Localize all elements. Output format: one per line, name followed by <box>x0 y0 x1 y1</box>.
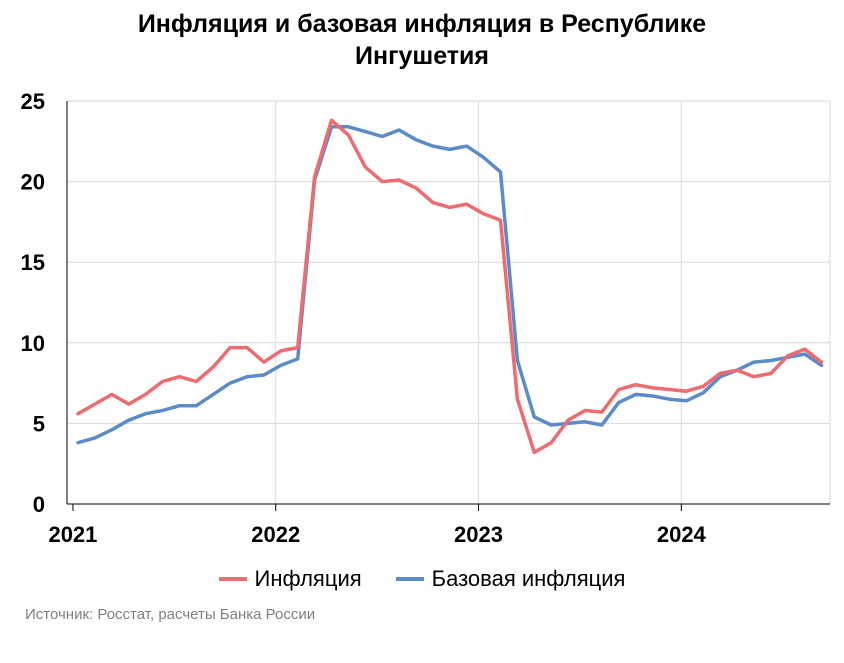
y-tick-label-20: 20 <box>21 170 45 195</box>
y-tick-label-25: 25 <box>21 89 45 114</box>
source-note: Источник: Росстат, расчеты Банка России <box>25 606 316 623</box>
legend: Инфляция Базовая инфляция <box>0 566 844 592</box>
legend-label-core: Базовая инфляция <box>431 566 626 591</box>
chart-title-line2: Ингушетия <box>355 42 489 70</box>
y-tick-label-15: 15 <box>21 250 45 275</box>
axes <box>66 101 830 511</box>
series-lines <box>76 118 824 455</box>
gridlines <box>67 100 831 504</box>
y-tick-label-10: 10 <box>21 331 45 356</box>
legend-item-inflation: Инфляция <box>218 566 362 592</box>
chart-title: Инфляция и базовая инфляция в Республике… <box>0 8 844 72</box>
legend-item-core: Базовая инфляция <box>395 566 626 592</box>
y-axis-ticks: 0 5 10 15 20 25 <box>21 89 45 517</box>
legend-label-inflation: Инфляция <box>254 566 362 591</box>
series-line-core <box>76 125 824 445</box>
y-tick-label-0: 0 <box>33 492 45 517</box>
x-tick-label-2023: 2023 <box>454 522 503 547</box>
x-tick-label-2024: 2024 <box>657 522 707 547</box>
x-axis-ticks: 2021 2022 2023 2024 <box>48 522 706 547</box>
x-tick-label-2022: 2022 <box>251 522 300 547</box>
x-tick-label-2021: 2021 <box>48 522 97 547</box>
legend-swatch-inflation <box>218 577 247 581</box>
legend-swatch-core <box>395 577 424 581</box>
series-line-inflation <box>76 118 824 455</box>
chart-title-line1: Инфляция и базовая инфляция в Республике <box>137 10 707 38</box>
y-tick-label-5: 5 <box>33 411 45 436</box>
